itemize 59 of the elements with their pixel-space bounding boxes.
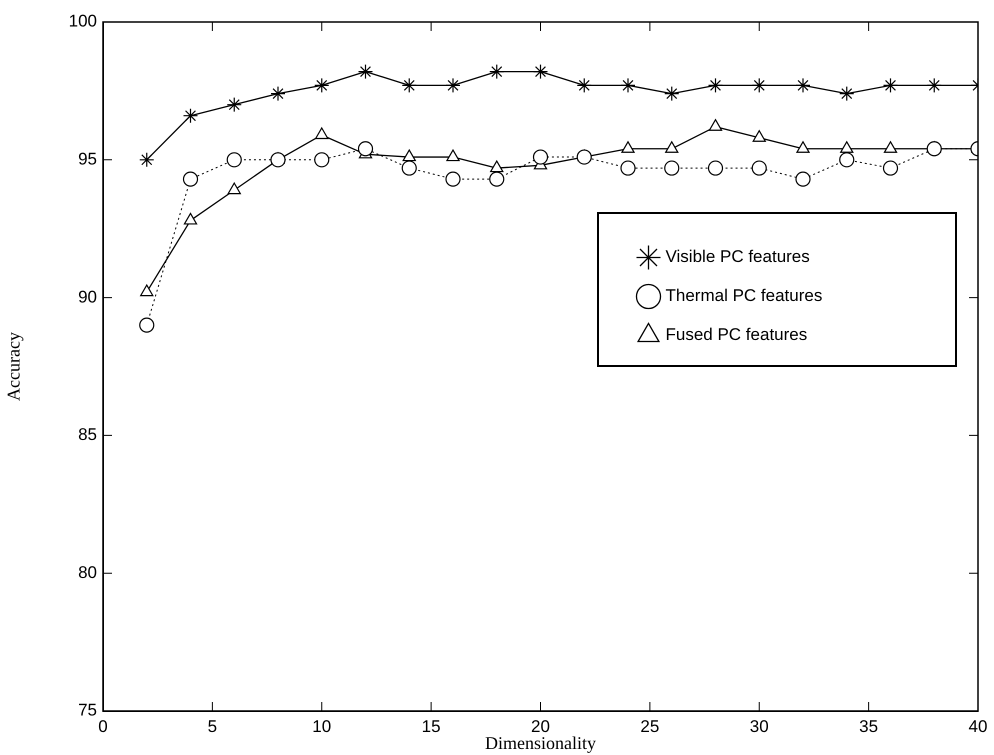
point <box>182 108 198 124</box>
y-tick-label: 80 <box>78 562 97 582</box>
point <box>708 160 724 176</box>
y-tick-label: 95 <box>78 149 97 168</box>
point <box>532 64 548 80</box>
point <box>140 284 154 296</box>
x-tick-label: 25 <box>640 716 660 736</box>
point <box>314 152 330 168</box>
point <box>708 78 724 93</box>
point <box>445 171 461 187</box>
point <box>139 318 154 333</box>
x-tick-label: 0 <box>98 716 108 736</box>
point <box>358 141 374 156</box>
point <box>226 97 242 112</box>
point <box>882 160 898 176</box>
point <box>226 152 242 168</box>
point <box>664 160 680 176</box>
point <box>839 86 854 102</box>
x-tick-label: 30 <box>750 716 769 736</box>
point <box>402 160 417 176</box>
legend-label: Thermal PC features <box>666 286 822 306</box>
point <box>752 78 767 93</box>
x-tick-label: 40 <box>968 716 988 736</box>
y-tick-label: 90 <box>78 287 97 306</box>
y-tick-label: 75 <box>78 700 97 720</box>
point <box>314 78 330 93</box>
point <box>182 171 198 187</box>
point <box>926 78 942 93</box>
point <box>576 78 592 93</box>
point <box>358 64 374 80</box>
x-tick-label: 15 <box>422 716 441 736</box>
point <box>752 160 767 176</box>
y-axis-title: Accuracy <box>4 332 24 401</box>
point <box>620 78 636 93</box>
y-tick-label: 85 <box>78 425 97 444</box>
point <box>620 160 636 176</box>
point <box>795 171 811 187</box>
point <box>402 78 417 93</box>
x-tick-label: 10 <box>312 716 332 736</box>
legend-label: Visible PC features <box>666 247 810 266</box>
point <box>228 182 241 194</box>
x-tick-label: 5 <box>208 716 218 736</box>
point <box>445 78 461 93</box>
point <box>184 212 198 225</box>
point <box>664 86 680 102</box>
legend-label: Fused PC features <box>666 325 808 344</box>
point <box>926 141 942 156</box>
point <box>270 152 286 168</box>
point <box>532 149 548 165</box>
point <box>839 152 854 168</box>
point <box>882 78 898 93</box>
x-tick-label: 35 <box>859 716 878 736</box>
point <box>489 171 504 187</box>
point <box>270 86 286 102</box>
point <box>576 149 592 165</box>
point <box>795 78 811 93</box>
point <box>489 64 504 80</box>
y-tick-label: 100 <box>68 12 97 31</box>
point <box>139 152 154 168</box>
